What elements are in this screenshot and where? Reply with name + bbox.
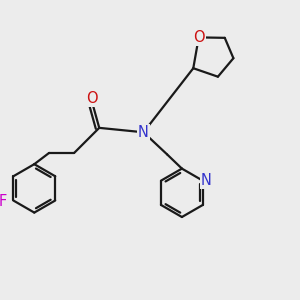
Text: O: O	[193, 30, 205, 45]
Text: N: N	[201, 173, 212, 188]
Text: N: N	[138, 125, 149, 140]
Text: F: F	[0, 194, 7, 209]
Text: O: O	[86, 91, 98, 106]
